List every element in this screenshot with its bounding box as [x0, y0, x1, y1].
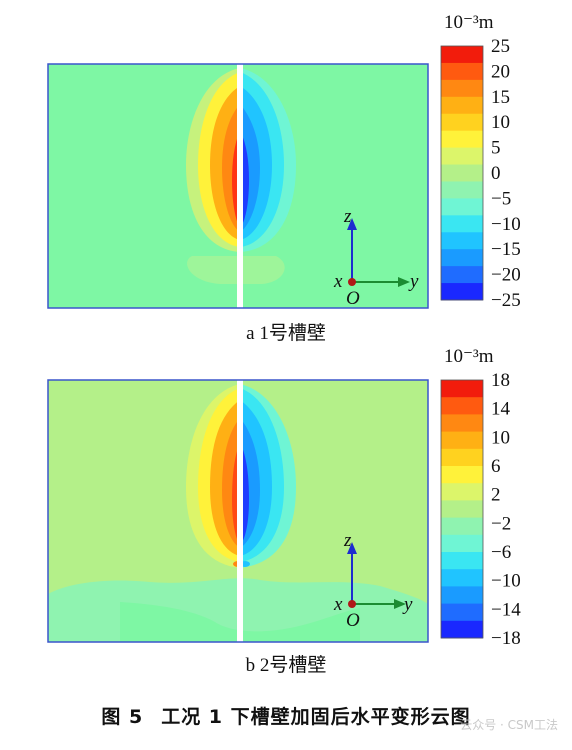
y-label: y	[408, 271, 419, 292]
colorbar-swatch	[441, 232, 483, 250]
watermark: 云众号 · CSM工法	[460, 718, 558, 732]
colorbar-swatch	[441, 46, 483, 64]
colorbar-unit: 10⁻³m	[444, 346, 494, 367]
colorbar-swatch	[441, 569, 483, 587]
subcaption-b: b 2号槽壁	[245, 655, 327, 676]
colorbar-swatch	[441, 431, 483, 450]
colorbar-tick-label: 18	[491, 370, 510, 391]
colorbar-tick-label: 6	[491, 456, 501, 477]
colorbar-ticks: 18 14 10 6 2 −2 −6 −10 −14 −18	[491, 370, 521, 649]
colorbar-swatch	[441, 130, 483, 149]
colorbar-swatch	[441, 500, 483, 519]
colorbar-tick-label: −20	[491, 265, 521, 286]
colorbar-swatch	[441, 266, 483, 284]
colorbar-tick-label: 14	[491, 399, 511, 420]
colorbar-swatch	[441, 215, 483, 233]
colorbar-swatch	[441, 483, 483, 501]
axis-triad: z x y O	[333, 530, 413, 631]
colorbar-tick-label: −10	[491, 214, 521, 235]
colorbar-swatch	[441, 62, 483, 81]
colorbar-swatch	[441, 96, 483, 115]
contour-plot-b: z x y O 10⁻³m 18 14 10 6 2 −2 −6 −10 −14 −18	[47, 346, 521, 649]
plot-frame	[47, 379, 429, 643]
origin-dot	[348, 600, 356, 608]
axis-triad: z x y O	[333, 206, 419, 309]
caption-text: 工况 1 下槽壁加固后水平变形云图	[161, 706, 471, 728]
colorbar-tick-label: 10	[491, 112, 510, 133]
colorbar-swatch	[441, 448, 483, 467]
colorbar-ticks: 25 20 15 10 5 0 −5 −10 −15 −20 −25	[491, 36, 521, 311]
colorbar-tick-label: −15	[491, 239, 521, 260]
subcaption-a: a 1号槽壁	[246, 323, 326, 344]
colorbar-tick-label: 0	[491, 163, 501, 184]
colorbar-swatch	[441, 147, 483, 166]
colorbar-tick-label: −6	[491, 542, 511, 563]
colorbar-swatch	[441, 552, 483, 570]
colorbar-b: 10⁻³m 18 14 10 6 2 −2 −6 −10 −14 −18	[440, 346, 521, 649]
colorbar-tick-label: −25	[491, 290, 521, 311]
colorbar-tick-label: −14	[491, 599, 521, 620]
colorbar-tick-label: 20	[491, 61, 510, 82]
colorbar-tick-label: −5	[491, 188, 511, 209]
colorbar-swatch	[441, 414, 483, 433]
figure-caption: 图 5 工况 1 下槽壁加固后水平变形云图	[0, 702, 572, 729]
colorbar-tick-label: 10	[491, 427, 510, 448]
x-label: x	[333, 594, 343, 615]
colorbar-swatch	[441, 283, 483, 301]
panel-b: z x y O 10⁻³m 18 14 10 6 2 −2 −6 −10 −14 −18 b 2号…	[0, 342, 572, 676]
colorbar-swatch	[441, 534, 483, 553]
colorbar-tick-label: 2	[491, 485, 501, 506]
colorbar-swatch	[441, 164, 483, 182]
y-label: y	[402, 594, 413, 615]
colorbar-swatch	[441, 466, 483, 484]
colorbar-swatch	[441, 198, 483, 216]
wall-slit	[237, 64, 243, 308]
colorbar-swatch	[441, 620, 483, 639]
colorbar-unit: 10⁻³m	[444, 12, 494, 33]
plot-frame	[47, 63, 429, 309]
colorbar-swatch	[441, 79, 483, 98]
colorbar-swatch	[441, 380, 483, 398]
colorbar-tick-label: −18	[491, 628, 521, 649]
colorbar-swatch	[441, 517, 483, 536]
colorbar-tick-label: −10	[491, 571, 521, 592]
colorbar-swatch	[441, 249, 483, 267]
colorbar-swatch	[441, 586, 483, 605]
x-label: x	[333, 271, 343, 292]
colorbar-swatch	[441, 113, 483, 132]
wall-slit	[237, 380, 243, 642]
origin-label: O	[346, 288, 360, 309]
colorbar-swatches	[440, 379, 484, 639]
panel-a: z x y O 10⁻³m 25 20 15 10 5 0 −5 −10 −15 −20 −25 a…	[0, 0, 572, 350]
colorbar-a: 10⁻³m 25 20 15 10 5 0 −5 −10 −15 −20 −25	[440, 12, 521, 311]
contour-plot-a: z x y O 10⁻³m 25 20 15 10 5 0 −5 −10 −15 −20 −25	[47, 12, 521, 311]
z-label: z	[343, 206, 352, 227]
colorbar-tick-label: −2	[491, 513, 511, 534]
colorbar-tick-label: 15	[491, 87, 510, 108]
z-label: z	[343, 530, 352, 551]
caption-number: 图 5	[101, 706, 144, 728]
colorbar-swatch	[441, 397, 483, 415]
colorbar-swatch	[441, 603, 483, 622]
colorbar-tick-label: 25	[491, 36, 510, 57]
colorbar-swatch	[441, 181, 483, 199]
colorbar-tick-label: 5	[491, 138, 501, 159]
origin-label: O	[346, 610, 360, 631]
colorbar-swatches	[440, 45, 484, 301]
origin-dot	[348, 278, 356, 286]
